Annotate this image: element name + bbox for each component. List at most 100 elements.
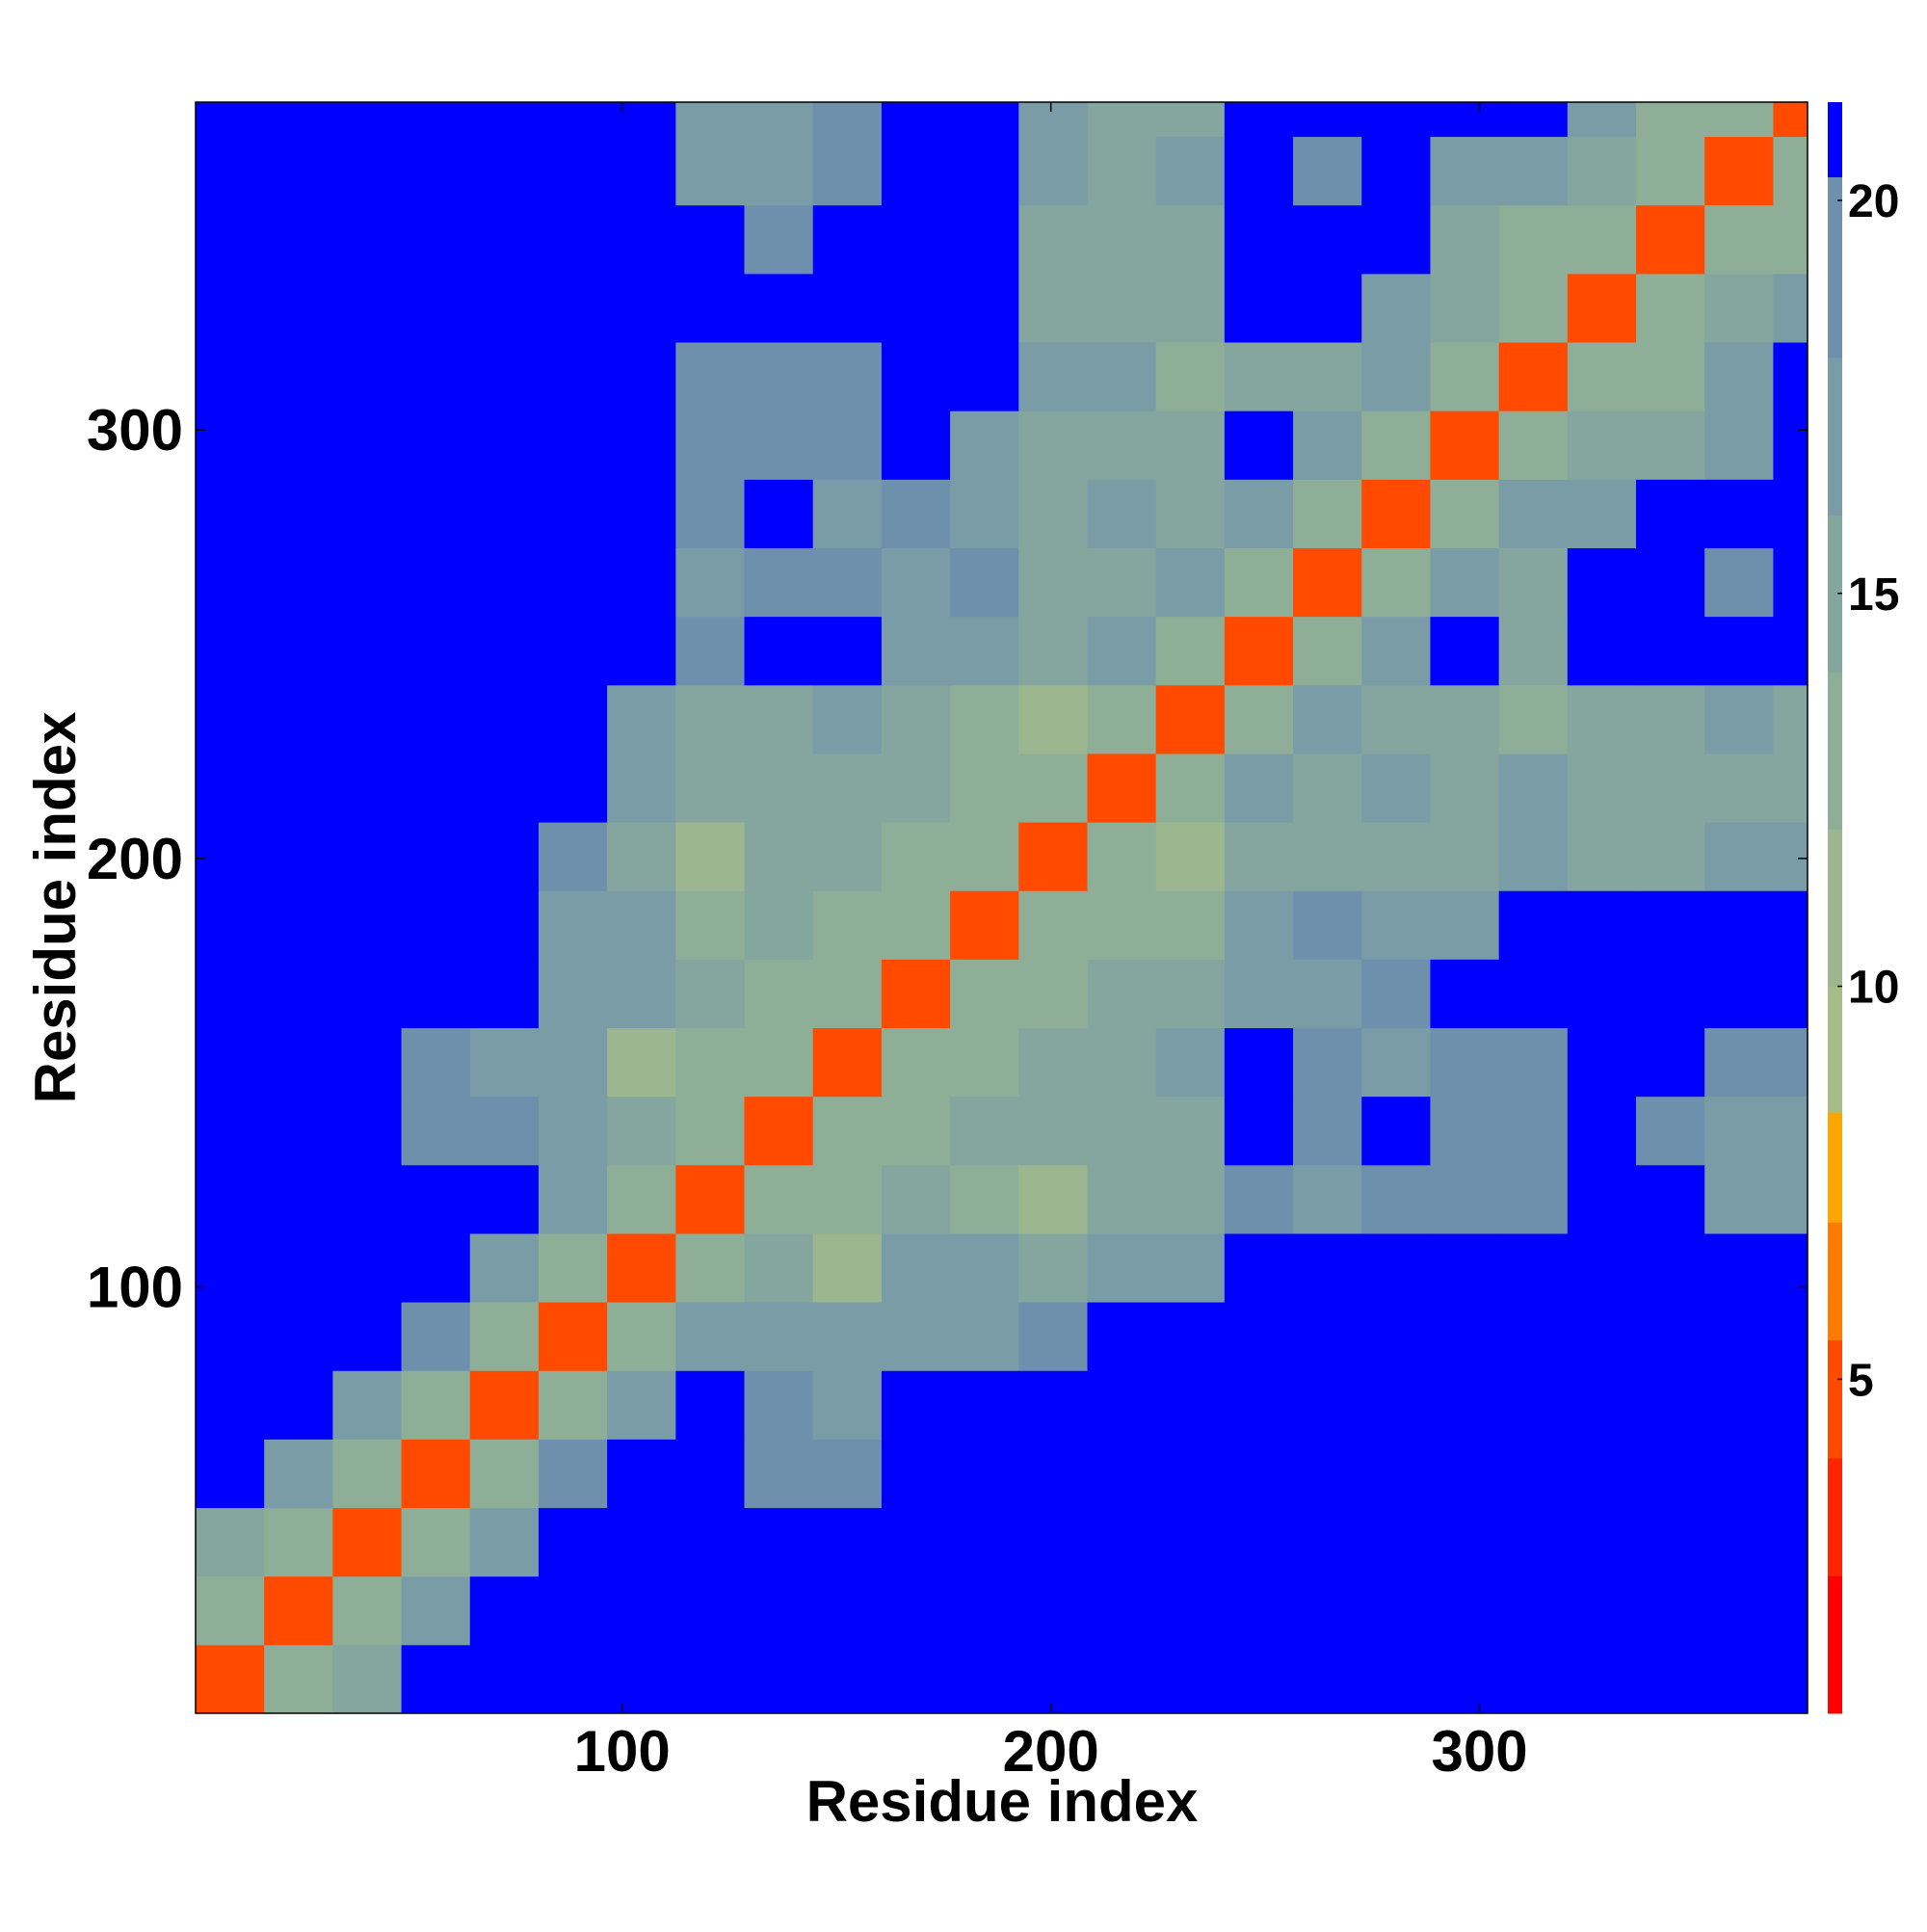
heatmap-cell: [332, 410, 403, 480]
heatmap-cell: [812, 410, 883, 480]
heatmap-cell: [812, 1164, 883, 1234]
heatmap-cell: [812, 136, 883, 206]
heatmap-cell: [1704, 616, 1774, 686]
heatmap-cell: [1636, 1027, 1705, 1098]
heatmap-cell: [1293, 342, 1362, 411]
heatmap-cell: [1773, 684, 1808, 754]
heatmap-cell: [1018, 136, 1088, 206]
heatmap-cell: [675, 753, 746, 823]
heatmap-cell: [264, 1232, 333, 1303]
heatmap-cell: [607, 1644, 676, 1714]
heatmap: [196, 102, 1808, 1714]
heatmap-cell: [1018, 1439, 1088, 1509]
heatmap-cell: [1430, 1232, 1500, 1303]
heatmap-cell: [538, 1644, 608, 1714]
heatmap-cell: [744, 822, 814, 891]
heatmap-cell: [812, 342, 883, 411]
heatmap-cell: [264, 1644, 333, 1714]
heatmap-cell: [1155, 1439, 1226, 1509]
heatmap-cell: [1224, 273, 1294, 343]
heatmap-cell: [1224, 1507, 1294, 1577]
heatmap-cell: [881, 410, 951, 480]
heatmap-cell: [675, 1507, 746, 1577]
heatmap-cell: [1704, 890, 1774, 960]
heatmap-cell: [469, 1096, 540, 1166]
heatmap-cell: [469, 410, 540, 480]
heatmap-cell: [1636, 410, 1705, 480]
heatmap-cell: [332, 479, 403, 548]
heatmap-cell: [1361, 684, 1431, 754]
colorbar-tick-label: 5: [1848, 1355, 1874, 1406]
heatmap-cell: [812, 204, 883, 275]
heatmap-cell: [332, 547, 403, 618]
heatmap-cell: [1018, 342, 1088, 411]
heatmap-cell: [675, 684, 746, 754]
heatmap-cell: [1430, 959, 1500, 1029]
heatmap-cell: [1567, 204, 1637, 275]
heatmap-cell: [1704, 822, 1774, 891]
heatmap-cell: [1293, 959, 1362, 1029]
colorbar-tick-label: 15: [1848, 569, 1899, 621]
heatmap-cell: [881, 1644, 951, 1714]
heatmap-cell: [1498, 822, 1569, 891]
heatmap-cell: [675, 136, 746, 206]
heatmap-cell: [812, 102, 883, 138]
heatmap-cell: [1567, 1164, 1637, 1234]
heatmap-cell: [196, 1575, 265, 1646]
heatmap-cell: [1498, 1027, 1569, 1098]
heatmap-cell: [881, 547, 951, 618]
colorbar-segment: [1828, 1575, 1842, 1714]
heatmap-cell: [401, 204, 471, 275]
heatmap-cell: [1636, 822, 1705, 891]
heatmap-cell: [1155, 1096, 1226, 1166]
heatmap-cell: [675, 1027, 746, 1098]
heatmap-cell: [744, 136, 814, 206]
heatmap-cell: [1224, 479, 1294, 548]
heatmap-cell: [1018, 822, 1088, 891]
heatmap-cell: [1155, 547, 1226, 618]
heatmap-cell: [1361, 1370, 1431, 1440]
heatmap-cell: [196, 684, 265, 754]
heatmap-cell: [881, 1575, 951, 1646]
heatmap-cell: [1155, 342, 1226, 411]
heatmap-cell: [744, 1370, 814, 1440]
heatmap-cell: [1498, 1439, 1569, 1509]
heatmap-cell: [1361, 1575, 1431, 1646]
heatmap-cell: [1224, 102, 1294, 138]
heatmap-cell: [1773, 1232, 1808, 1303]
heatmap-cell: [469, 616, 540, 686]
heatmap-cell: [1567, 102, 1637, 138]
heatmap-cell: [1018, 1507, 1088, 1577]
heatmap-cell: [1155, 1302, 1226, 1371]
heatmap-cell: [401, 1302, 471, 1371]
heatmap-cell: [1636, 1096, 1705, 1166]
heatmap-cell: [881, 1439, 951, 1509]
heatmap-cell: [332, 204, 403, 275]
heatmap-cell: [196, 547, 265, 618]
heatmap-cell: [1704, 1644, 1774, 1714]
heatmap-cell: [1704, 479, 1774, 548]
heatmap-cell: [1430, 1439, 1500, 1509]
heatmap-cell: [1018, 616, 1088, 686]
y-tick-label: 300: [87, 398, 183, 463]
heatmap-cell: [538, 1232, 608, 1303]
heatmap-cell: [1430, 822, 1500, 891]
heatmap-cell: [812, 479, 883, 548]
heatmap-cell: [196, 273, 265, 343]
heatmap-cell: [1293, 822, 1362, 891]
colorbar-tick-label: 20: [1848, 176, 1899, 227]
heatmap-cell: [1430, 1027, 1500, 1098]
heatmap-cell: [401, 1370, 471, 1440]
heatmap-cell: [1773, 1027, 1808, 1098]
heatmap-cell: [196, 1370, 265, 1440]
heatmap-cell: [607, 1027, 676, 1098]
heatmap-cell: [675, 1575, 746, 1646]
x-tick-label: 100: [574, 1719, 671, 1784]
heatmap-cell: [1567, 342, 1637, 411]
heatmap-cell: [1293, 273, 1362, 343]
heatmap-cell: [1087, 410, 1157, 480]
heatmap-cell: [744, 1027, 814, 1098]
heatmap-cell: [881, 1096, 951, 1166]
heatmap-cell: [401, 1507, 471, 1577]
heatmap-cell: [1430, 410, 1500, 480]
